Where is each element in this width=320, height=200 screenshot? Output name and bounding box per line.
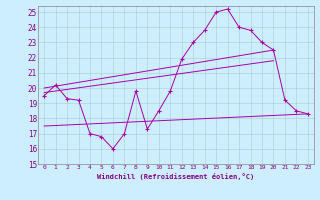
X-axis label: Windchill (Refroidissement éolien,°C): Windchill (Refroidissement éolien,°C) [97, 173, 255, 180]
